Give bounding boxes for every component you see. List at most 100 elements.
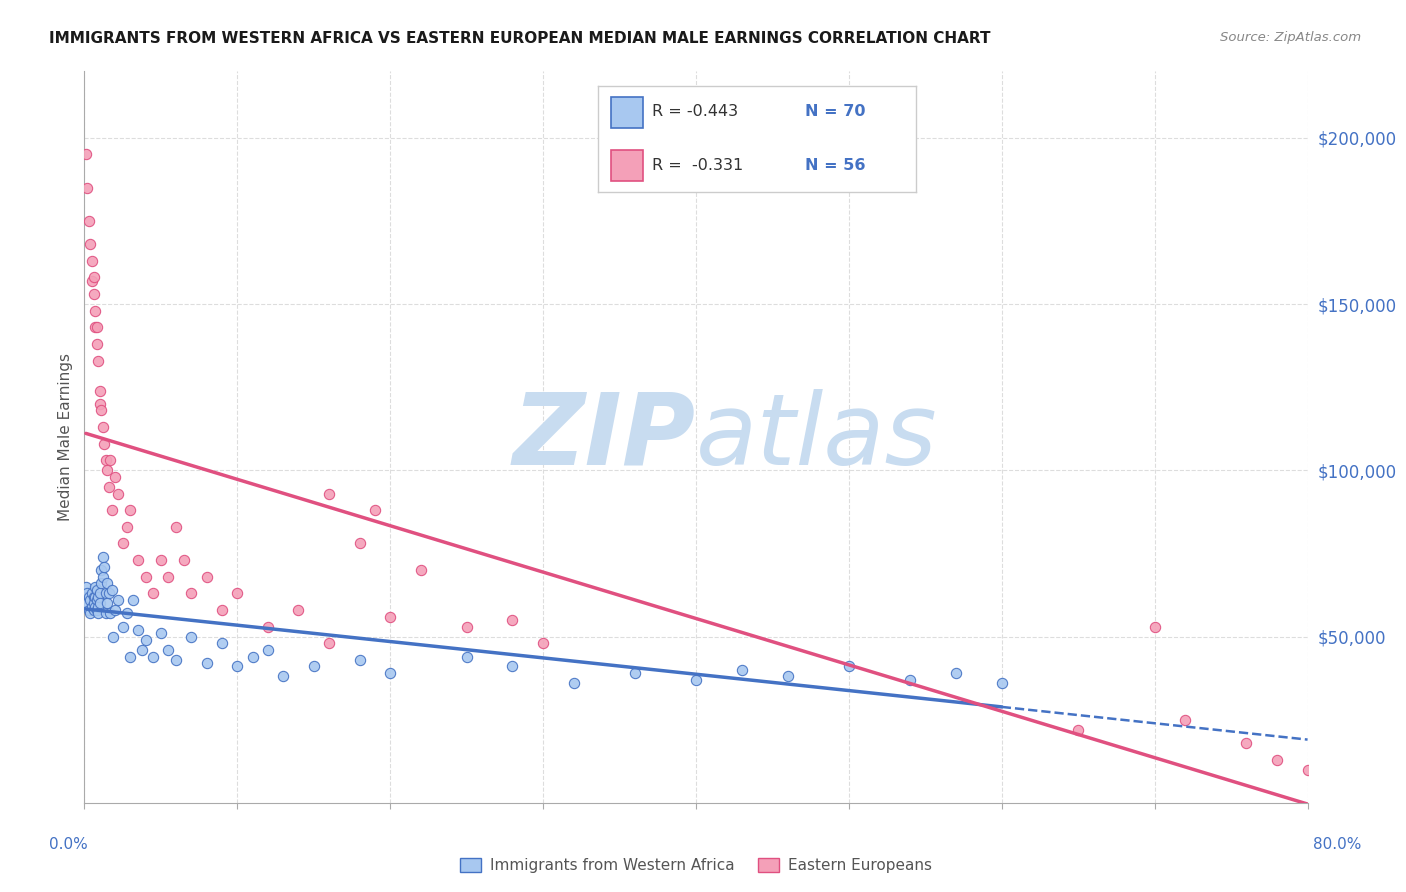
Legend: Immigrants from Western Africa, Eastern Europeans: Immigrants from Western Africa, Eastern …: [454, 852, 938, 880]
Point: [122, 593, 145, 607]
Point: [157, 570, 180, 584]
Point: [135, 632, 157, 647]
Point: [211, 636, 233, 650]
Point: [76, 596, 98, 610]
Point: [120, 649, 142, 664]
Point: [115, 520, 138, 534]
Point: [86, 582, 108, 597]
Point: [83, 287, 105, 301]
Point: [142, 649, 165, 664]
Point: [226, 586, 249, 600]
Point: [87, 590, 110, 604]
Point: [127, 553, 149, 567]
Point: [83, 596, 105, 610]
Point: [77, 590, 100, 604]
Point: [75, 147, 97, 161]
Point: [104, 470, 127, 484]
Point: [89, 586, 111, 600]
Point: [149, 553, 172, 567]
Point: [165, 653, 187, 667]
Point: [83, 270, 105, 285]
Point: [90, 403, 112, 417]
Point: [318, 636, 340, 650]
Point: [776, 669, 799, 683]
Point: [180, 630, 202, 644]
Point: [76, 180, 98, 194]
Point: [135, 570, 157, 584]
Point: [318, 486, 340, 500]
Point: [211, 603, 233, 617]
Point: [1174, 713, 1197, 727]
Point: [107, 486, 129, 500]
Point: [157, 643, 180, 657]
Point: [456, 649, 478, 664]
Point: [80, 599, 103, 614]
Point: [991, 676, 1014, 690]
Point: [91, 570, 114, 584]
Point: [93, 559, 115, 574]
Point: [562, 676, 585, 690]
Point: [731, 663, 754, 677]
Point: [945, 666, 967, 681]
Point: [103, 630, 125, 644]
Point: [531, 636, 554, 650]
Point: [75, 580, 97, 594]
Point: [77, 214, 100, 228]
Point: [91, 420, 114, 434]
Point: [115, 607, 138, 621]
Point: [149, 626, 172, 640]
Point: [86, 593, 108, 607]
Point: [685, 673, 707, 687]
Point: [111, 536, 134, 550]
Point: [1265, 753, 1288, 767]
Point: [242, 649, 264, 664]
Point: [107, 593, 129, 607]
Point: [1143, 619, 1166, 633]
Text: 80.0%: 80.0%: [1313, 837, 1361, 852]
Point: [84, 303, 107, 318]
Point: [96, 576, 118, 591]
Point: [96, 596, 118, 610]
Point: [86, 603, 108, 617]
Point: [165, 520, 187, 534]
Point: [96, 463, 118, 477]
Point: [409, 563, 432, 577]
Point: [87, 607, 110, 621]
Text: ZIP: ZIP: [513, 389, 696, 485]
Point: [226, 659, 249, 673]
Point: [79, 593, 101, 607]
Point: [624, 666, 647, 681]
Point: [80, 253, 103, 268]
Point: [90, 563, 112, 577]
Point: [89, 397, 111, 411]
Point: [89, 384, 111, 398]
Point: [104, 603, 127, 617]
Point: [77, 603, 100, 617]
Point: [257, 619, 280, 633]
Point: [271, 669, 294, 683]
Point: [502, 659, 524, 673]
Point: [195, 570, 218, 584]
Point: [502, 613, 524, 627]
Point: [142, 586, 165, 600]
Point: [257, 643, 280, 657]
Point: [1067, 723, 1090, 737]
Point: [101, 503, 124, 517]
Point: [80, 274, 103, 288]
Point: [456, 619, 478, 633]
Point: [302, 659, 325, 673]
Point: [98, 453, 121, 467]
Text: IMMIGRANTS FROM WESTERN AFRICA VS EASTERN EUROPEAN MEDIAN MALE EARNINGS CORRELAT: IMMIGRANTS FROM WESTERN AFRICA VS EASTER…: [49, 31, 991, 46]
Point: [86, 320, 108, 334]
Point: [98, 607, 121, 621]
Y-axis label: Median Male Earnings: Median Male Earnings: [58, 353, 73, 521]
Point: [79, 237, 101, 252]
Point: [111, 619, 134, 633]
Point: [83, 590, 105, 604]
Point: [131, 643, 153, 657]
Point: [89, 596, 111, 610]
Point: [91, 549, 114, 564]
Point: [97, 480, 120, 494]
Point: [84, 599, 107, 614]
Point: [1296, 763, 1319, 777]
